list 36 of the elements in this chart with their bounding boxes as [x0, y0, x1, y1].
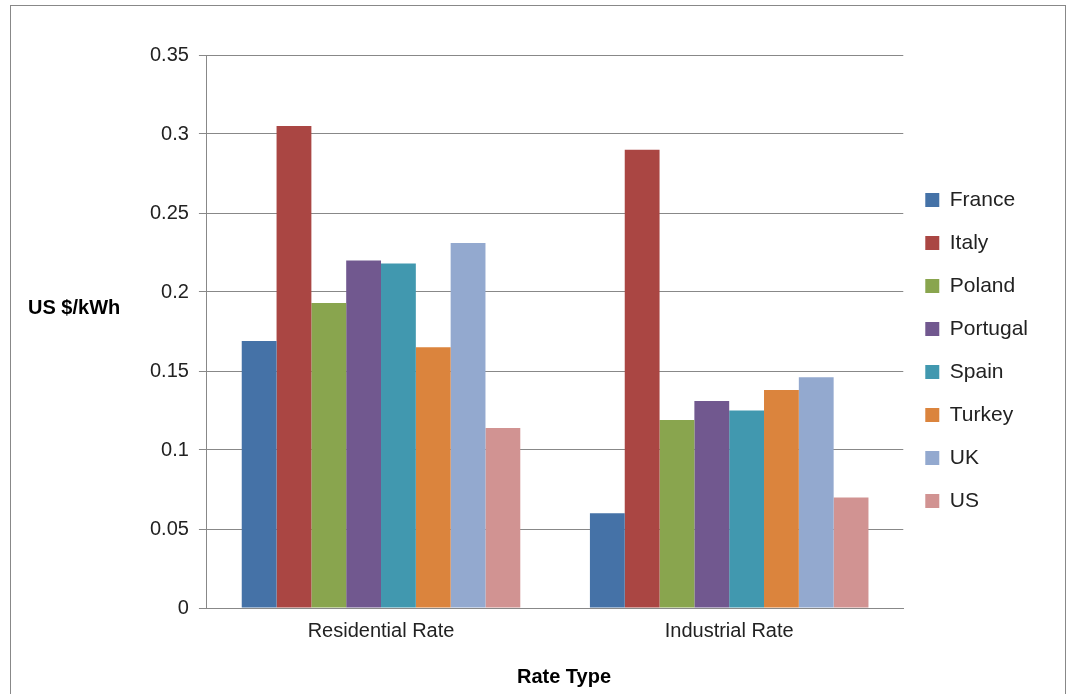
bar: [798, 377, 834, 608]
bar: [833, 497, 869, 608]
y-tick-label: 0.05: [149, 516, 189, 539]
legend-label: France: [949, 186, 1016, 210]
bar: [659, 419, 695, 608]
bar: [381, 263, 416, 608]
bar: [624, 149, 660, 608]
legend-label: US: [949, 487, 979, 511]
y-tick-label: 0.15: [149, 358, 189, 381]
bar: [241, 340, 277, 608]
legend-label: Spain: [949, 358, 1004, 382]
bar: [694, 401, 730, 608]
bar: [450, 243, 486, 608]
x-axis-title: Rate Type: [515, 665, 613, 688]
bar: [346, 260, 382, 608]
legend-label: Portugal: [949, 315, 1028, 339]
x-tick-label: Residential Rate: [307, 618, 455, 641]
legend-label: Turkey: [949, 401, 1014, 425]
bar: [276, 126, 312, 608]
y-tick-label: 0.3: [161, 121, 189, 144]
bar: [729, 410, 765, 608]
y-tick-label: 0: [177, 595, 189, 618]
y-tick-label: 0.35: [149, 42, 189, 65]
legend-label: Italy: [949, 229, 989, 253]
bar: [311, 303, 347, 608]
bar: [589, 513, 625, 608]
legend-label: UK: [949, 444, 979, 468]
bar: [485, 427, 521, 608]
y-tick-label: 0.25: [149, 200, 189, 223]
y-tick-label: 0.2: [161, 279, 189, 302]
legend-label: Poland: [949, 272, 1016, 296]
y-tick-label: 0.1: [161, 437, 189, 460]
bar: [415, 347, 451, 608]
x-tick-label: Industrial Rate: [664, 618, 794, 641]
y-axis-title: US $/kWh: [28, 296, 121, 319]
bar: [764, 389, 799, 608]
